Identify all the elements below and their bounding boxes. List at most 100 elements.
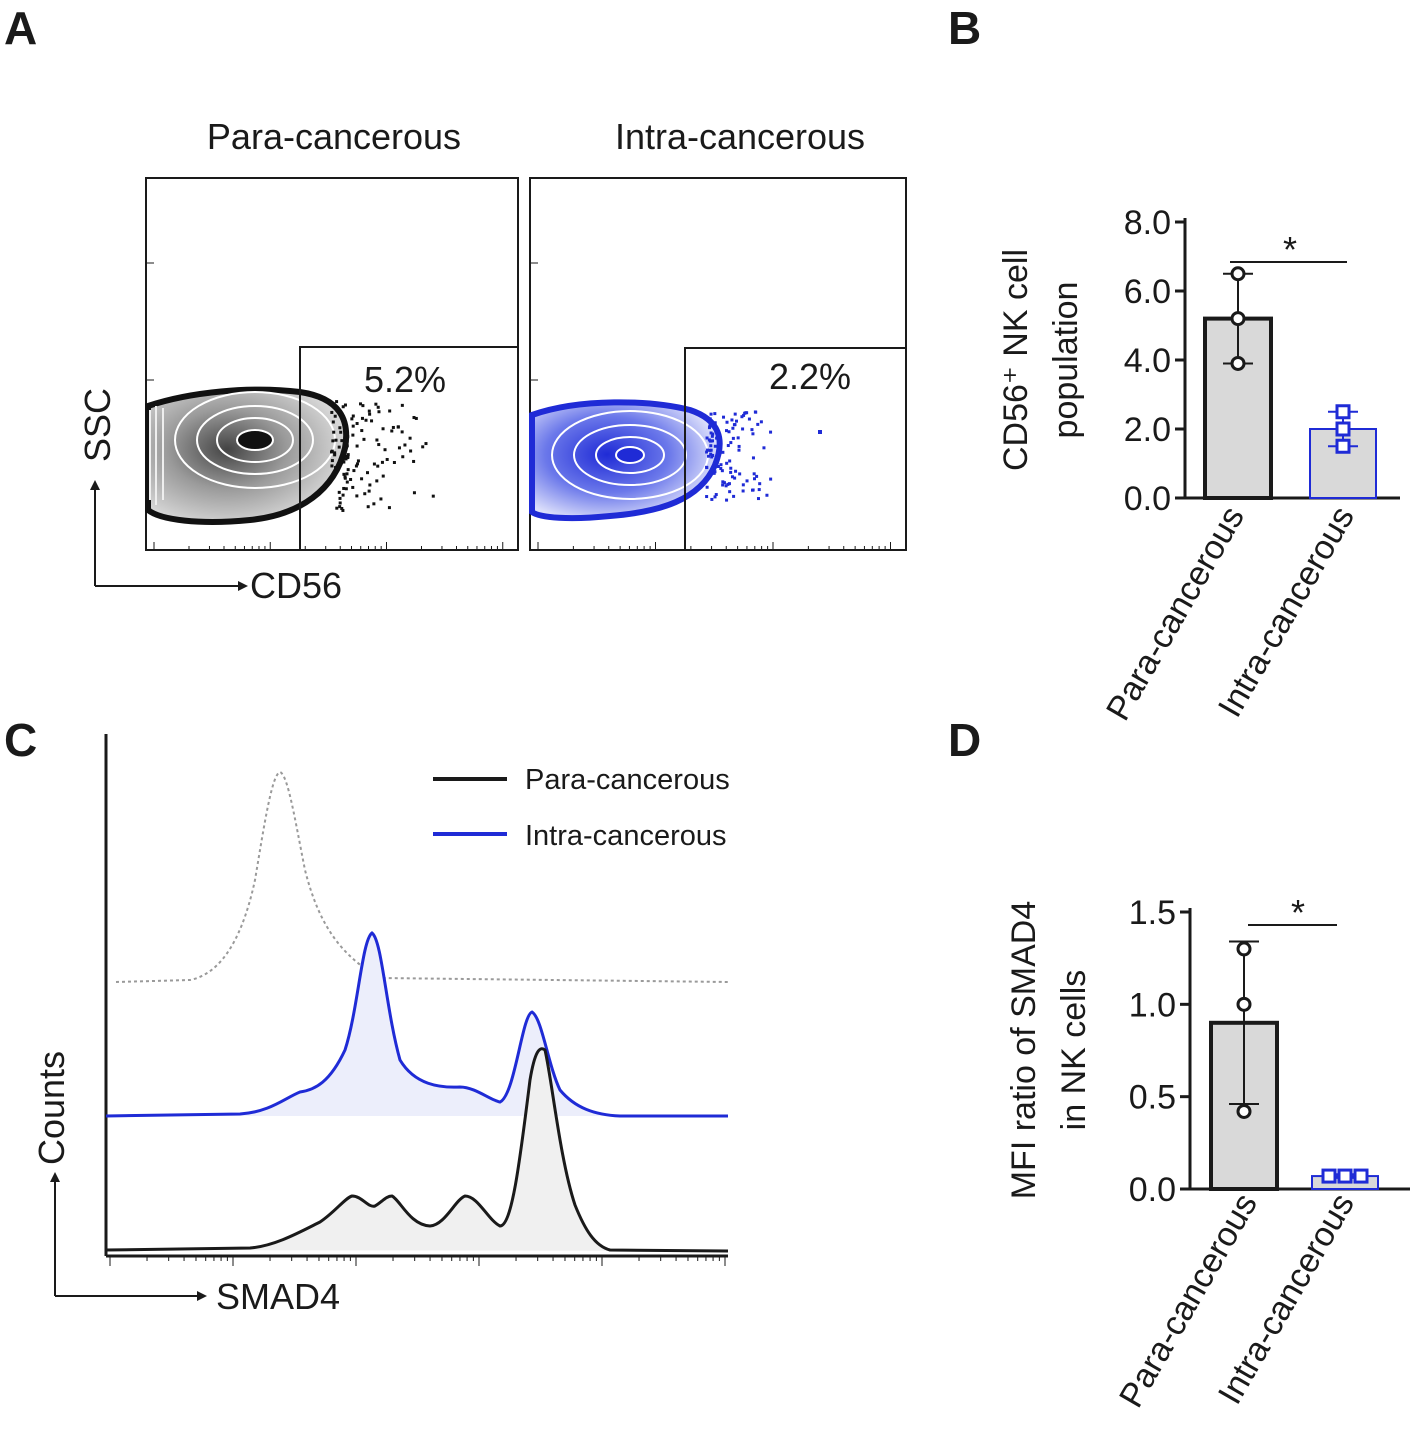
gate-percentage-para: 5.2% [364,359,446,400]
scatter-event-para [341,493,345,497]
legend-label-intra: Intra-cancerous [525,820,727,852]
scatter-event-intra [731,436,735,440]
scatter-event-intra [713,470,717,474]
scatter-event-para [390,429,394,433]
histogram-x-ticks [109,1256,726,1266]
scatter-event-para [400,403,404,407]
scatter-event-para [370,419,374,423]
y-tick-label: 4.0 [1124,342,1171,380]
scatter-event-intra [714,493,718,497]
scatter-event-para [366,471,370,475]
scatter-event-para [360,477,364,481]
scatter-event-para [344,457,348,461]
scatter-event-para [344,487,348,491]
data-point [1230,266,1246,282]
y-tick-label: 0.5 [1129,1079,1176,1117]
scatter-event-para [345,444,349,448]
scatter-event-para [400,430,404,434]
scatter-event-intra [740,415,744,419]
scatter-event-intra [737,448,741,452]
scatter-event-para [331,420,335,424]
scatter-event-intra [727,482,731,486]
scatter-event-para [367,489,371,493]
data-point [1335,421,1351,437]
scatter-event-para [376,405,380,409]
scatter-event-para [368,483,372,487]
histogram-intra-curve [105,931,728,1118]
scatter-event-para [351,485,355,489]
flow-title-intra: Intra-cancerous [615,116,865,157]
scatter-event-para [343,476,347,480]
scatter-event-intra [721,450,725,454]
scatter-event-para [360,416,364,420]
scatter-event-intra [725,498,729,502]
scatter-event-para [355,462,359,466]
scatter-event-intra [737,444,741,448]
scatter-event-intra [750,428,754,432]
scatter-event-intra [726,444,730,448]
panel-b-ylabel-line1: CD56⁺ NK cell [997,249,1035,471]
scatter-event-para [385,457,389,461]
scatter-event-intra [707,438,711,442]
scatter-event-intra [759,420,763,424]
scatter-event-intra [733,476,737,480]
y-tick-label: 0.0 [1129,1171,1176,1209]
scatter-event-para [388,409,392,413]
scatter-event-para [333,451,337,455]
scatter-event-intra [709,448,713,452]
scatter-event-para [338,496,342,500]
scatter-event-intra [719,448,723,452]
flow-plot-frame-para [145,177,519,551]
scatter-event-intra [741,427,745,431]
panel-label-c: C [4,714,37,766]
scatter-event-para [354,464,358,468]
y-tick-label: 1.5 [1129,894,1176,932]
y-tick-label: 1.0 [1129,986,1176,1024]
scatter-event-intra [706,477,710,481]
scatter-event-intra [730,418,734,422]
scatter-event-intra [708,417,712,421]
legend-label-para: Para-cancerous [525,764,730,796]
scatter-event-intra [756,422,760,426]
scatter-event-intra [710,434,714,438]
scatter-event-para [337,490,341,494]
scatter-event-para [387,506,391,510]
scatter-event-intra [745,479,749,483]
smad4-axis-label: SMAD4 [216,1276,340,1317]
y-tick-label: 6.0 [1124,273,1171,311]
scatter-event-intra [725,461,729,465]
scatter-event-intra [751,456,755,460]
scatter-event-para [351,414,355,418]
scatter-event-intra [711,432,715,436]
scatter-event-para [337,464,341,468]
scatter-event-intra [718,445,722,449]
scatter-event-intra [712,471,716,475]
y-tick-label: 8.0 [1124,204,1171,242]
scatter-event-intra [711,453,715,457]
scatter-event-intra [736,436,740,440]
scatter-event-para [392,460,396,464]
scatter-event-para [408,436,412,440]
scatter-event-intra [741,483,745,487]
scatter-event-intra [705,485,709,489]
scatter-event-intra [727,430,731,434]
scatter-event-intra [758,482,762,486]
panel-a: Para-cancerous Intra-cancerous [77,116,907,606]
scatter-event-para [368,412,372,416]
scatter-event-para [355,444,359,448]
panel-d-ylabel-line2: in NK cells [1055,970,1093,1131]
scatter-event-para [359,402,363,406]
panel-b-ylabel-line2: population [1047,282,1085,439]
scatter-event-para [341,405,345,409]
scatter-event-intra [726,482,730,486]
panel-d-ylabel-line1: MFI ratio of SMAD4 [1005,901,1043,1200]
scatter-event-intra [753,410,757,414]
panel-d-significance: * [1291,892,1305,933]
scatter-event-intra [752,477,756,481]
scatter-event-intra [709,452,713,456]
scatter-event-para [431,494,435,498]
scatter-event-para [333,414,337,418]
scatter-event-para [379,497,383,501]
scatter-event-para [335,506,339,510]
